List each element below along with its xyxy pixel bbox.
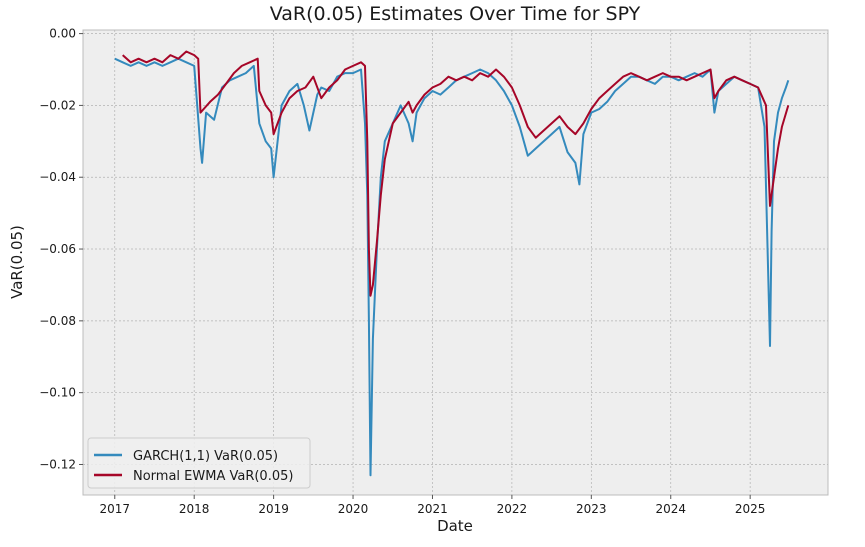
x-tick-label: 2024 xyxy=(655,502,686,516)
legend-box xyxy=(87,437,311,489)
x-axis-label: Date xyxy=(437,517,473,535)
x-tick-label: 2020 xyxy=(338,502,369,516)
x-tick-label: 2017 xyxy=(99,502,130,516)
x-tick-label: 2022 xyxy=(497,502,528,516)
x-tick-label: 2021 xyxy=(417,502,448,516)
legend-label-garch: GARCH(1,1) VaR(0.05) xyxy=(133,449,278,464)
legend-label-ewma: Normal EWMA VaR(0.05) xyxy=(133,469,293,484)
y-tick-label: −0.02 xyxy=(39,98,76,112)
x-axis-ticks: 2017 2018 2019 2020 2021 2022 2023 2024 2025 xyxy=(99,495,765,516)
legend: GARCH(1,1) VaR(0.05) Normal EWMA VaR(0.0… xyxy=(87,437,311,489)
y-tick-label: −0.10 xyxy=(39,386,76,400)
chart-title: VaR(0.05) Estimates Over Time for SPY xyxy=(270,3,641,25)
y-tick-label: −0.08 xyxy=(39,314,76,328)
y-axis-label: VaR(0.05) xyxy=(8,225,26,299)
y-tick-label: −0.04 xyxy=(39,170,76,184)
series-lines xyxy=(114,50,790,477)
y-axis-ticks: 0.00 −0.02 −0.04 −0.06 −0.08 −0.10 −0.12 xyxy=(39,27,83,471)
plot-area xyxy=(82,29,829,496)
x-tick-label: 2019 xyxy=(258,502,289,516)
series-line-garch xyxy=(114,57,790,477)
y-tick-label: 0.00 xyxy=(49,27,76,41)
x-tick-label: 2025 xyxy=(735,502,766,516)
x-tick-label: 2023 xyxy=(576,502,607,516)
series-line-ewma xyxy=(122,50,790,297)
y-tick-label: −0.12 xyxy=(39,457,76,471)
x-tick-label: 2018 xyxy=(179,502,210,516)
y-tick-label: −0.06 xyxy=(39,242,76,256)
